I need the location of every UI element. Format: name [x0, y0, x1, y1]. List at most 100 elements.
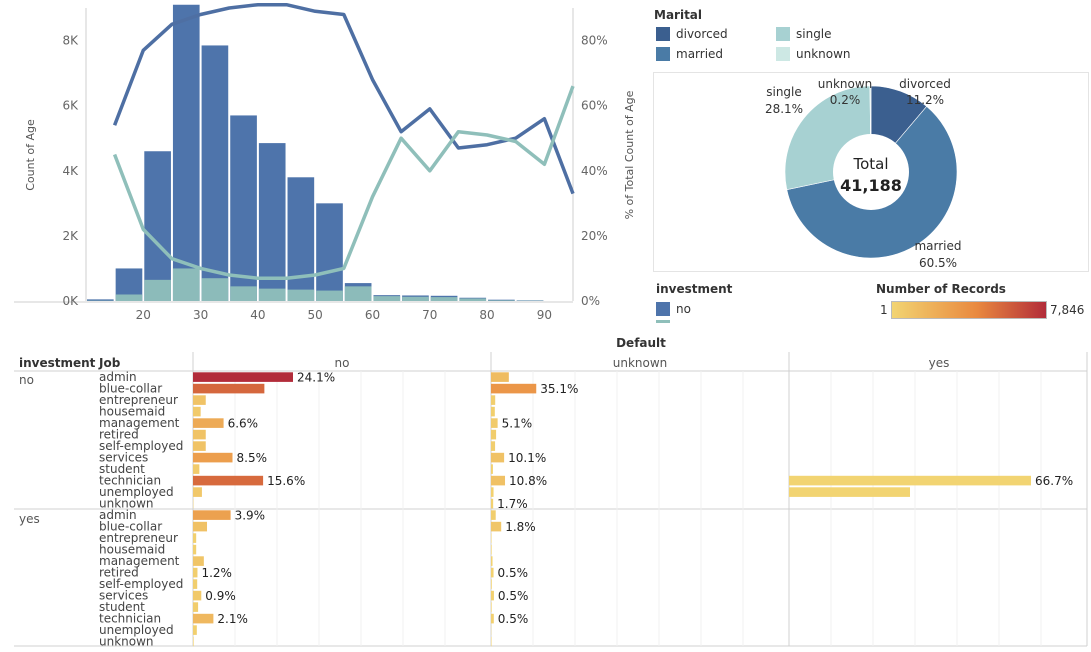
job-label: housemaid: [99, 543, 165, 557]
job-bar[interactable]: [491, 372, 509, 382]
unknown-swatch: [776, 47, 790, 61]
job-label: housemaid: [99, 405, 165, 419]
job-bar[interactable]: [193, 441, 206, 451]
histogram-bar-overlay[interactable]: [459, 298, 487, 301]
job-label: services: [99, 451, 148, 465]
histogram-bar-overlay[interactable]: [201, 278, 229, 301]
job-bar[interactable]: [193, 452, 233, 463]
job-label: retired: [99, 428, 139, 442]
donut-hole: [833, 134, 909, 210]
job-bar[interactable]: [193, 533, 197, 543]
job-bar[interactable]: [193, 372, 293, 382]
job-bar[interactable]: [491, 556, 493, 566]
histogram-bar[interactable]: [172, 4, 200, 301]
histogram-bar-overlay[interactable]: [258, 288, 286, 301]
job-bar[interactable]: [193, 602, 199, 612]
job-bar[interactable]: [491, 418, 498, 428]
histogram-bar[interactable]: [87, 299, 114, 301]
job-label: entrepreneur: [99, 531, 178, 545]
job-bar[interactable]: [491, 429, 497, 440]
histogram-bar-overlay[interactable]: [115, 294, 143, 301]
histogram-bar-overlay[interactable]: [488, 300, 515, 301]
job-bar[interactable]: [491, 544, 492, 555]
legend-item-investment-no[interactable]: no: [656, 302, 691, 316]
default-bar-table: Default investment Job no unknown yes no…: [14, 336, 1088, 649]
job-bar[interactable]: [491, 464, 493, 474]
job-bar[interactable]: [193, 429, 206, 440]
legend-item-married[interactable]: married: [656, 47, 723, 61]
legend-item-unknown[interactable]: unknown: [776, 47, 851, 61]
job-bar[interactable]: [193, 475, 264, 486]
x-tick: 30: [193, 308, 208, 322]
job-bar[interactable]: [193, 464, 200, 474]
pie-label-divorced-pct: 11.2%: [906, 93, 944, 107]
histogram-bar-overlay[interactable]: [402, 296, 429, 301]
job-bar[interactable]: [193, 579, 198, 589]
job-bar[interactable]: [491, 452, 505, 463]
job-bar[interactable]: [491, 441, 496, 451]
job-label: management: [99, 416, 180, 430]
job-bar[interactable]: [491, 406, 495, 417]
job-bar[interactable]: [491, 613, 494, 624]
job-bar[interactable]: [193, 544, 197, 555]
legend-item-divorced[interactable]: divorced: [656, 27, 728, 41]
job-bar[interactable]: [193, 521, 208, 532]
job-bar[interactable]: [491, 395, 496, 405]
job-bar[interactable]: [193, 590, 202, 601]
job-bar[interactable]: [193, 636, 194, 647]
bar-value-label: 0.5%: [498, 566, 529, 580]
histogram-bar-overlay[interactable]: [373, 296, 401, 301]
histogram-bar[interactable]: [316, 203, 343, 301]
job-bar[interactable]: [789, 487, 910, 497]
job-bar[interactable]: [789, 475, 1031, 486]
legend-label: unknown: [796, 47, 851, 61]
column-header-yes: yes: [929, 356, 950, 370]
job-bar[interactable]: [193, 625, 197, 635]
job-bar[interactable]: [193, 383, 265, 394]
job-bar[interactable]: [193, 510, 231, 520]
job-bar[interactable]: [491, 487, 494, 497]
job-bar[interactable]: [491, 602, 492, 612]
histogram-bar-overlay[interactable]: [316, 290, 343, 301]
bar-value-label: 66.7%: [1035, 474, 1073, 488]
job-label: unknown: [99, 635, 154, 649]
job-bar[interactable]: [193, 567, 198, 578]
job-bar[interactable]: [193, 395, 206, 405]
job-bar[interactable]: [491, 383, 537, 394]
job-bar[interactable]: [491, 636, 492, 647]
histogram-bar[interactable]: [258, 143, 286, 301]
histogram-bar-overlay[interactable]: [430, 297, 458, 301]
histogram-bar[interactable]: [230, 115, 257, 301]
age-histogram-chart: Count of Age % of Total Count of Age 0K 2…: [14, 2, 636, 322]
job-label: retired: [99, 566, 139, 580]
histogram-bar-overlay[interactable]: [144, 279, 171, 301]
job-bar[interactable]: [193, 418, 224, 428]
histogram-bar-overlay[interactable]: [287, 289, 315, 301]
job-label: blue-collar: [99, 520, 162, 534]
job-bar[interactable]: [491, 510, 496, 520]
job-bar[interactable]: [491, 475, 506, 486]
histogram-bar-overlay[interactable]: [344, 286, 372, 301]
job-bar[interactable]: [491, 521, 502, 532]
bar-value-label: 2.1%: [217, 612, 248, 626]
job-bar[interactable]: [491, 567, 494, 578]
records-gradient-bar: [891, 301, 1047, 319]
job-bar[interactable]: [193, 487, 202, 497]
job-bar[interactable]: [193, 406, 201, 417]
legend-label: married: [676, 47, 724, 61]
histogram-bar[interactable]: [144, 151, 171, 301]
histogram-bar-overlay[interactable]: [172, 268, 200, 301]
pie-label-married-pct: 60.5%: [919, 256, 957, 270]
job-bar[interactable]: [491, 579, 492, 589]
job-bar[interactable]: [491, 590, 494, 601]
job-bar[interactable]: [491, 533, 492, 543]
percent-line-1[interactable]: [112, 85, 575, 280]
job-bar[interactable]: [193, 556, 204, 566]
percent-line-0[interactable]: [112, 2, 575, 195]
job-bar[interactable]: [491, 498, 494, 509]
histogram-bar[interactable]: [287, 177, 315, 301]
legend-item-single[interactable]: single: [776, 27, 832, 41]
histogram-bar-overlay[interactable]: [230, 286, 257, 301]
histogram-bar[interactable]: [201, 45, 229, 301]
job-bar[interactable]: [193, 613, 214, 624]
